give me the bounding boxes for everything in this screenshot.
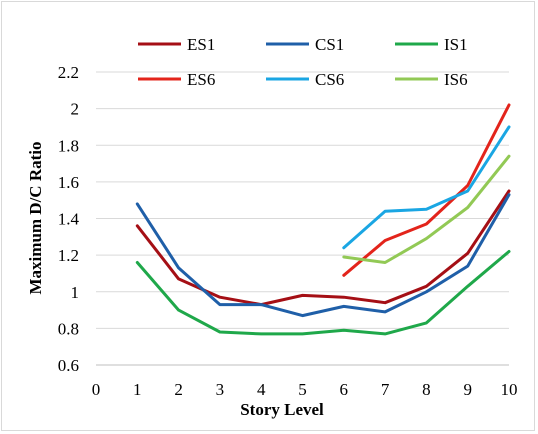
x-tick-label: 6 [340, 380, 349, 399]
legend-label-es6: ES6 [187, 70, 215, 89]
y-axis-title: Maximum D/C Ratio [26, 142, 45, 295]
legend-label-cs1: CS1 [315, 35, 344, 54]
x-tick-label: 2 [174, 380, 183, 399]
legend-label-es1: ES1 [187, 35, 215, 54]
x-axis-title: Story Level [240, 400, 324, 419]
x-tick-label: 7 [381, 380, 390, 399]
grid-lines [96, 71, 509, 329]
legend-label-cs6: CS6 [315, 70, 344, 89]
y-tick-label: 1.2 [58, 246, 79, 265]
legend: ES1 CS1 IS1 ES6 CS6 IS6 [138, 35, 468, 89]
legend-label-is6: IS6 [444, 70, 468, 89]
series-line-is1 [135, 250, 511, 336]
x-tick-label: 4 [257, 380, 266, 399]
y-tick-label: 2 [71, 100, 80, 119]
y-tick-label: 2.2 [58, 63, 79, 82]
x-tick-label: 1 [133, 380, 142, 399]
series-line-is6 [342, 154, 511, 264]
series-line-cs1 [135, 193, 511, 318]
series-line-cs6 [342, 125, 511, 250]
y-tick-labels: 0.6 0.8 1 1.2 1.4 1.6 1.8 2 2.2 [58, 63, 80, 375]
x-tick-label: 0 [92, 380, 101, 399]
x-tick-label: 10 [501, 380, 518, 399]
x-tick-label: 3 [216, 380, 225, 399]
y-tick-label: 1.6 [58, 173, 79, 192]
series-line-es1 [135, 189, 511, 307]
y-tick-label: 1.8 [58, 136, 79, 155]
legend-label-is1: IS1 [444, 35, 468, 54]
x-tick-labels: 0 1 2 3 4 5 6 7 8 9 10 [92, 380, 518, 399]
x-tick-label: 8 [422, 380, 431, 399]
series-line-es6 [342, 103, 511, 277]
series-lines [135, 103, 511, 336]
x-tick-label: 5 [298, 380, 307, 399]
y-tick-label: 1.4 [58, 210, 80, 229]
y-tick-label: 1 [71, 283, 80, 302]
x-tick-label: 9 [463, 380, 472, 399]
y-tick-label: 0.8 [58, 319, 79, 338]
y-tick-label: 0.6 [58, 356, 79, 375]
